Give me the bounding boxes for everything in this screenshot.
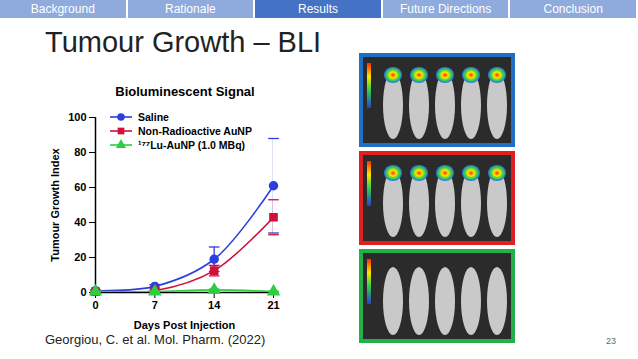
html-text:23: 23 xyxy=(606,336,616,346)
html-text:Results: Results xyxy=(298,2,338,16)
svg-text:0: 0 xyxy=(80,286,86,298)
html-text:Bioluminescent Signal: Bioluminescent Signal xyxy=(115,84,255,99)
html-text:Saline: Saline xyxy=(138,111,169,123)
svg-text:60: 60 xyxy=(74,181,86,193)
svg-text:21: 21 xyxy=(267,299,279,311)
html-text:Non-Radioactive AuNP: Non-Radioactive AuNP xyxy=(138,125,252,137)
html-text:Rationale: Rationale xyxy=(165,2,216,16)
html-text:Tumour Growth – BLI: Tumour Growth – BLI xyxy=(45,26,322,58)
svg-text:0: 0 xyxy=(92,299,98,311)
html-text:Georgiou, C. et al. Mol. Pharm: Georgiou, C. et al. Mol. Pharm. (2022) xyxy=(45,332,266,347)
svg-text:40: 40 xyxy=(74,216,86,228)
svg-text:7: 7 xyxy=(152,299,158,311)
svg-text:14: 14 xyxy=(208,299,221,311)
svg-text:80: 80 xyxy=(74,146,86,158)
html-text:Background: Background xyxy=(30,2,95,16)
svg-text:Tumour Growth Index: Tumour Growth Index xyxy=(49,147,61,261)
svg-text:20: 20 xyxy=(74,251,86,263)
html-text:Conclusion: Conclusion xyxy=(543,2,603,16)
html-text:¹⁷⁷Lu-AuNP (1.0 MBq): ¹⁷⁷Lu-AuNP (1.0 MBq) xyxy=(138,139,245,151)
svg-text:Days Post Injection: Days Post Injection xyxy=(134,319,236,331)
html-text:Future Directions: Future Directions xyxy=(399,2,492,16)
svg-text:100: 100 xyxy=(68,111,86,123)
